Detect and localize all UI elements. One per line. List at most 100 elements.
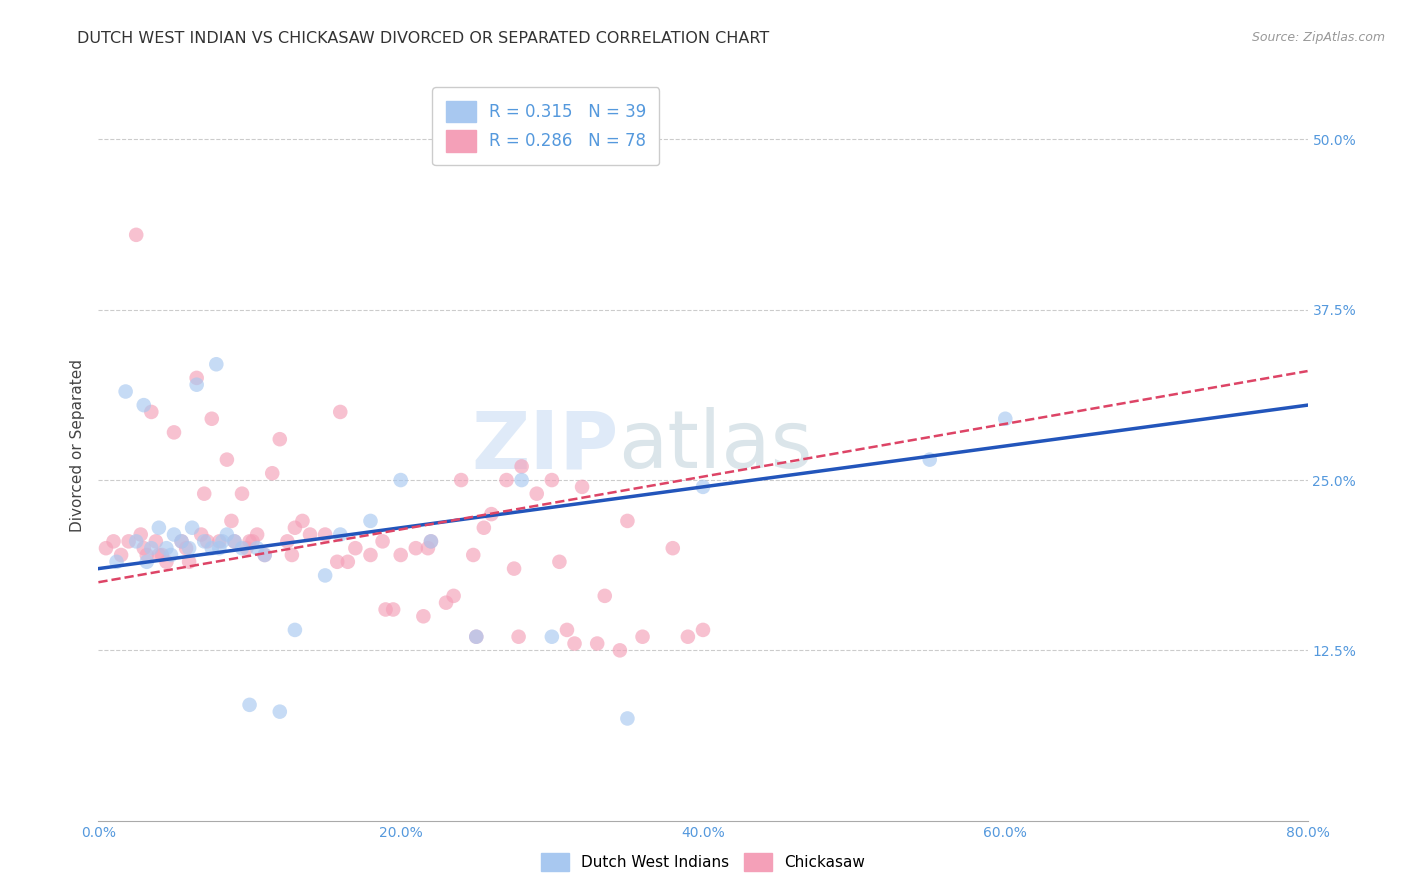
Point [918, 452, 941, 467]
Point [129, 527, 152, 541]
Point [281, 548, 304, 562]
Legend: Dutch West Indians, Chickasaw: Dutch West Indians, Chickasaw [536, 847, 870, 877]
Point [692, 623, 714, 637]
Point [434, 596, 457, 610]
Point [163, 527, 186, 541]
Point [181, 521, 204, 535]
Point [526, 486, 548, 500]
Y-axis label: Divorced or Separated: Divorced or Separated [69, 359, 84, 533]
Point [443, 589, 465, 603]
Point [170, 534, 193, 549]
Point [211, 534, 233, 549]
Point [269, 432, 291, 446]
Text: DUTCH WEST INDIAN VS CHICKASAW DIVORCED OR SEPARATED CORRELATION CHART: DUTCH WEST INDIAN VS CHICKASAW DIVORCED … [77, 31, 769, 46]
Point [692, 480, 714, 494]
Point [208, 534, 231, 549]
Point [174, 541, 197, 556]
Point [609, 643, 631, 657]
Point [314, 568, 336, 582]
Point [132, 398, 155, 412]
Point [231, 486, 253, 500]
Point [224, 534, 246, 549]
Point [105, 555, 128, 569]
Point [420, 534, 443, 549]
Point [344, 541, 367, 556]
Point [186, 377, 208, 392]
Point [246, 527, 269, 541]
Point [239, 534, 262, 549]
Point [495, 473, 517, 487]
Point [616, 711, 638, 725]
Point [110, 548, 132, 562]
Point [405, 541, 427, 556]
Point [132, 541, 155, 556]
Point [135, 555, 157, 569]
Point [481, 507, 503, 521]
Point [179, 541, 201, 556]
Point [141, 405, 163, 419]
Point [125, 534, 148, 549]
Point [465, 630, 488, 644]
Point [374, 602, 396, 616]
Point [326, 555, 349, 569]
Point [186, 371, 208, 385]
Point [416, 541, 439, 556]
Point [145, 534, 167, 549]
Point [276, 534, 298, 549]
Point [235, 541, 257, 556]
Point [616, 514, 638, 528]
Point [231, 541, 253, 556]
Point [284, 623, 307, 637]
Point [125, 227, 148, 242]
Point [262, 467, 284, 481]
Point [389, 548, 412, 562]
Point [269, 705, 291, 719]
Point [155, 555, 177, 569]
Point [193, 534, 215, 549]
Point [155, 541, 177, 556]
Point [389, 473, 412, 487]
Legend: R = 0.315   N = 39, R = 0.286   N = 78: R = 0.315 N = 39, R = 0.286 N = 78 [432, 87, 659, 165]
Point [160, 548, 183, 562]
Point [631, 630, 654, 644]
Point [661, 541, 683, 556]
Point [548, 555, 571, 569]
Point [540, 473, 562, 487]
Point [360, 514, 382, 528]
Point [148, 548, 170, 562]
Point [586, 636, 609, 650]
Point [508, 630, 530, 644]
Point [163, 425, 186, 440]
Point [291, 514, 314, 528]
Point [205, 357, 228, 371]
Point [329, 527, 352, 541]
Point [329, 405, 352, 419]
Point [253, 548, 276, 562]
Point [141, 541, 163, 556]
Point [242, 534, 264, 549]
Point [94, 541, 117, 556]
Point [314, 527, 336, 541]
Point [224, 534, 246, 549]
Point [150, 548, 173, 562]
Point [463, 548, 485, 562]
Point [450, 473, 472, 487]
Point [239, 698, 262, 712]
Point [336, 555, 359, 569]
Point [208, 541, 231, 556]
Point [360, 548, 382, 562]
Point [510, 459, 533, 474]
Text: ZIP: ZIP [471, 407, 619, 485]
Point [676, 630, 699, 644]
Point [103, 534, 125, 549]
Point [593, 589, 616, 603]
Point [246, 541, 269, 556]
Point [510, 473, 533, 487]
Point [215, 452, 238, 467]
Point [195, 534, 218, 549]
Text: atlas: atlas [619, 407, 813, 485]
Point [114, 384, 136, 399]
Point [412, 609, 434, 624]
Point [994, 411, 1017, 425]
Point [148, 521, 170, 535]
